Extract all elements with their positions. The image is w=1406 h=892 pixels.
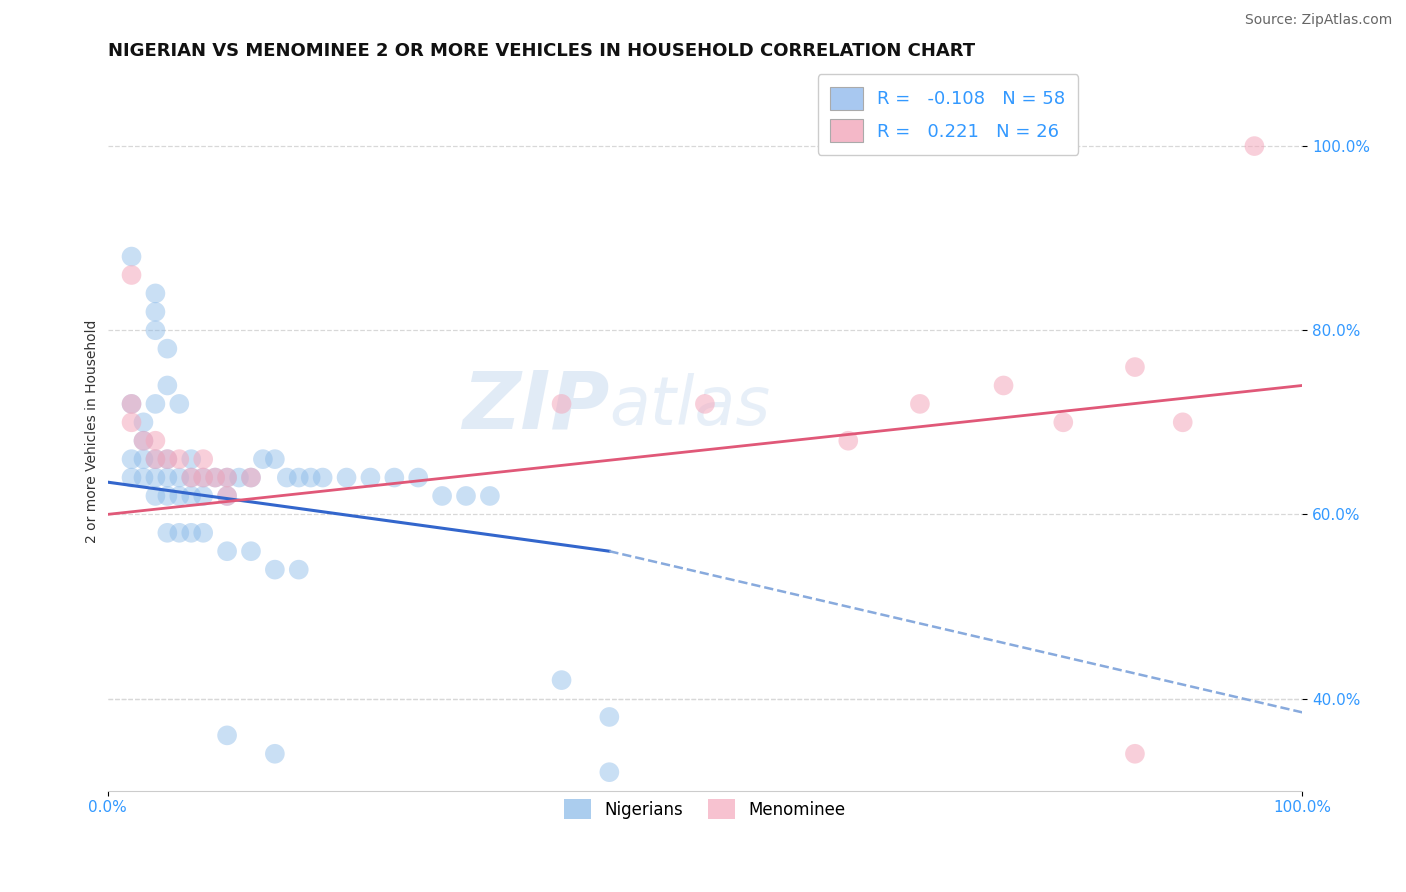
Text: ZIP: ZIP bbox=[463, 368, 609, 445]
Point bbox=[217, 489, 239, 503]
Point bbox=[311, 470, 333, 484]
Point bbox=[217, 470, 239, 484]
Point bbox=[121, 452, 143, 467]
Point bbox=[145, 323, 167, 337]
Point bbox=[550, 673, 572, 687]
Point bbox=[169, 489, 191, 503]
Point bbox=[145, 452, 167, 467]
Point bbox=[335, 470, 357, 484]
Point bbox=[156, 452, 179, 467]
Point bbox=[1243, 139, 1265, 153]
Text: Source: ZipAtlas.com: Source: ZipAtlas.com bbox=[1244, 13, 1392, 28]
Point bbox=[406, 470, 429, 484]
Point bbox=[121, 397, 143, 411]
Point bbox=[359, 470, 381, 484]
Point bbox=[145, 305, 167, 319]
Point bbox=[693, 397, 716, 411]
Point bbox=[217, 728, 239, 742]
Point bbox=[156, 525, 179, 540]
Point bbox=[180, 452, 202, 467]
Point bbox=[193, 489, 215, 503]
Text: NIGERIAN VS MENOMINEE 2 OR MORE VEHICLES IN HOUSEHOLD CORRELATION CHART: NIGERIAN VS MENOMINEE 2 OR MORE VEHICLES… bbox=[108, 42, 974, 60]
Point bbox=[287, 470, 309, 484]
Point bbox=[156, 470, 179, 484]
Point bbox=[193, 525, 215, 540]
Point bbox=[287, 563, 309, 577]
Point bbox=[145, 470, 167, 484]
Point bbox=[598, 710, 620, 724]
Point bbox=[156, 378, 179, 392]
Point bbox=[228, 470, 250, 484]
Point bbox=[169, 470, 191, 484]
Point bbox=[180, 489, 202, 503]
Point bbox=[132, 434, 155, 448]
Point bbox=[550, 397, 572, 411]
Point bbox=[382, 470, 405, 484]
Point bbox=[430, 489, 453, 503]
Point bbox=[993, 378, 1015, 392]
Point bbox=[217, 489, 239, 503]
Point bbox=[121, 415, 143, 429]
Point bbox=[240, 470, 263, 484]
Legend: Nigerians, Menominee: Nigerians, Menominee bbox=[558, 793, 852, 825]
Point bbox=[193, 470, 215, 484]
Point bbox=[180, 470, 202, 484]
Point bbox=[145, 286, 167, 301]
Point bbox=[252, 452, 274, 467]
Point bbox=[263, 747, 285, 761]
Point bbox=[121, 268, 143, 282]
Point bbox=[145, 397, 167, 411]
Text: atlas: atlas bbox=[609, 374, 770, 440]
Point bbox=[193, 452, 215, 467]
Point bbox=[169, 397, 191, 411]
Point bbox=[132, 452, 155, 467]
Point bbox=[217, 544, 239, 558]
Point bbox=[837, 434, 859, 448]
Point bbox=[1123, 747, 1146, 761]
Point bbox=[204, 470, 226, 484]
Point bbox=[169, 452, 191, 467]
Point bbox=[132, 434, 155, 448]
Point bbox=[299, 470, 322, 484]
Point bbox=[132, 470, 155, 484]
Point bbox=[240, 470, 263, 484]
Point bbox=[145, 452, 167, 467]
Point bbox=[132, 415, 155, 429]
Point bbox=[1123, 360, 1146, 375]
Point bbox=[121, 250, 143, 264]
Point bbox=[169, 525, 191, 540]
Point bbox=[204, 470, 226, 484]
Point bbox=[1052, 415, 1074, 429]
Y-axis label: 2 or more Vehicles in Household: 2 or more Vehicles in Household bbox=[86, 320, 100, 543]
Point bbox=[240, 544, 263, 558]
Point bbox=[478, 489, 501, 503]
Point bbox=[908, 397, 931, 411]
Point bbox=[145, 489, 167, 503]
Point bbox=[156, 342, 179, 356]
Point bbox=[121, 397, 143, 411]
Point bbox=[156, 452, 179, 467]
Point bbox=[156, 489, 179, 503]
Point bbox=[276, 470, 298, 484]
Point bbox=[598, 765, 620, 780]
Point bbox=[145, 434, 167, 448]
Point bbox=[180, 525, 202, 540]
Point bbox=[454, 489, 477, 503]
Point bbox=[193, 470, 215, 484]
Point bbox=[180, 470, 202, 484]
Point bbox=[263, 452, 285, 467]
Point bbox=[121, 470, 143, 484]
Point bbox=[263, 563, 285, 577]
Point bbox=[217, 470, 239, 484]
Point bbox=[1171, 415, 1194, 429]
